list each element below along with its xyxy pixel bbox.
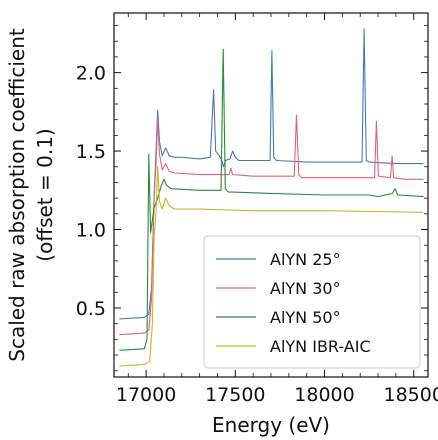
plot-frame [113, 12, 429, 378]
legend-label-alyn-25: AlYN 25° [270, 250, 341, 269]
x-axis-label: Energy (eV) [212, 413, 330, 437]
plot-lines [119, 28, 424, 367]
axis-ticks: 17000 17500 18000 18500 0.5 1.0 1.5 2.0 [76, 13, 438, 406]
y-axis-label-line-1: Scaled raw absorption coefficient [5, 28, 29, 362]
series-line-alyn-ibr-aic [119, 166, 424, 367]
x-tick-label-18500: 18500 [384, 384, 438, 406]
y-axis-label-line-2: (offset = 0.1) [33, 128, 57, 261]
legend: AlYN 25° AlYN 30° AlYN 50° AlYN IBR-AIC [203, 235, 421, 369]
legend-label-alyn-50: AlYN 50° [270, 308, 341, 327]
series-line-alyn-30 [119, 114, 424, 336]
x-tick-label-17500: 17500 [205, 384, 265, 406]
legend-box [203, 235, 421, 369]
x-tick-label-17000: 17000 [116, 384, 176, 406]
series-line-alyn-50 [119, 48, 424, 351]
y-tick-label-2: 2.0 [76, 63, 106, 85]
legend-label-alyn-30: AlYN 30° [270, 279, 341, 298]
y-tick-label-1: 1.0 [76, 220, 106, 242]
series-line-alyn-25 [119, 28, 424, 320]
x-tick-label-18000: 18000 [294, 384, 354, 406]
y-tick-label-1.5: 1.5 [76, 141, 106, 163]
legend-label-alyn-ibr-aic: AlYN IBR-AIC [270, 337, 371, 356]
y-tick-label-0.5: 0.5 [76, 298, 106, 320]
